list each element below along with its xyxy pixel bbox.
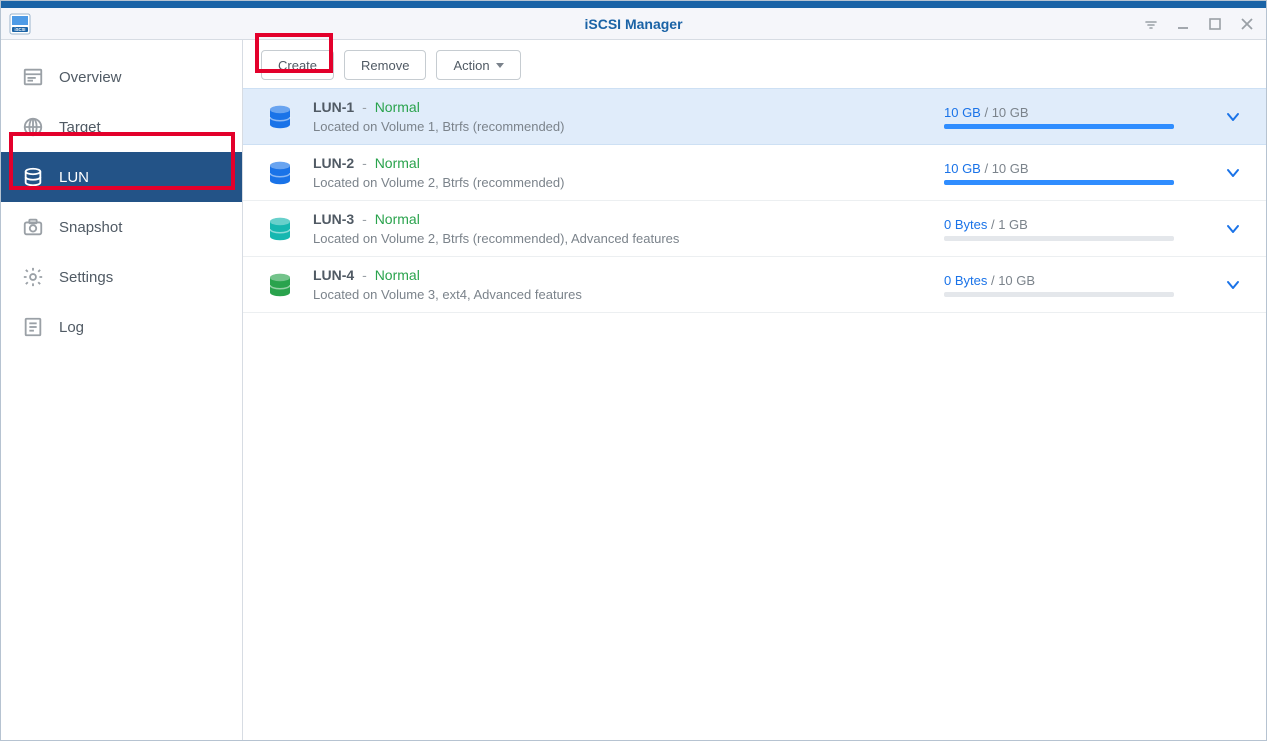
sidebar-item-label: Snapshot bbox=[59, 219, 122, 236]
lun-info: LUN-1 - Normal Located on Volume 1, Btrf… bbox=[313, 99, 926, 134]
lun-row[interactable]: LUN-4 - Normal Located on Volume 3, ext4… bbox=[243, 257, 1266, 313]
usage-progress bbox=[944, 292, 1174, 297]
lun-icon bbox=[21, 165, 45, 189]
usage-total: 10 GB bbox=[992, 161, 1029, 176]
sidebar: Overview Target LUN Snapshot bbox=[1, 40, 243, 740]
lun-location: Located on Volume 2, Btrfs (recommended)… bbox=[313, 231, 926, 246]
snapshot-icon bbox=[21, 215, 45, 239]
lun-name: LUN-4 bbox=[313, 267, 354, 283]
lun-row[interactable]: LUN-1 - Normal Located on Volume 1, Btrf… bbox=[243, 88, 1266, 145]
lun-info: LUN-4 - Normal Located on Volume 3, ext4… bbox=[313, 267, 926, 302]
lun-name: LUN-1 bbox=[313, 99, 354, 115]
lun-usage: 0 Bytes / 1 GB bbox=[944, 217, 1204, 241]
usage-progress-bar bbox=[944, 124, 1174, 129]
sidebar-item-snapshot[interactable]: Snapshot bbox=[1, 202, 242, 252]
usage-used: 10 GB bbox=[944, 105, 981, 120]
sidebar-item-log[interactable]: Log bbox=[1, 302, 242, 352]
lun-info: LUN-3 - Normal Located on Volume 2, Btrf… bbox=[313, 211, 926, 246]
usage-progress bbox=[944, 180, 1174, 185]
remove-button[interactable]: Remove bbox=[344, 50, 426, 80]
lun-row[interactable]: LUN-3 - Normal Located on Volume 2, Btrf… bbox=[243, 201, 1266, 257]
lun-list: LUN-1 - Normal Located on Volume 1, Btrf… bbox=[243, 88, 1266, 313]
toolbar: Create Remove Action bbox=[243, 40, 1266, 88]
target-icon bbox=[21, 115, 45, 139]
lun-status: Normal bbox=[375, 267, 420, 283]
lun-usage: 10 GB / 10 GB bbox=[944, 161, 1204, 185]
app-window: iSCSI iSCSI Manager Overvi bbox=[0, 0, 1267, 741]
app-icon: iSCSI bbox=[9, 13, 31, 35]
lun-row[interactable]: LUN-2 - Normal Located on Volume 2, Btrf… bbox=[243, 145, 1266, 201]
sidebar-item-settings[interactable]: Settings bbox=[1, 252, 242, 302]
lun-name: LUN-2 bbox=[313, 155, 354, 171]
lun-usage: 10 GB / 10 GB bbox=[944, 105, 1204, 129]
usage-used: 10 GB bbox=[944, 161, 981, 176]
expand-chevron-icon[interactable] bbox=[1222, 221, 1244, 237]
usage-total: 1 GB bbox=[998, 217, 1028, 232]
maximize-icon[interactable] bbox=[1202, 11, 1228, 37]
lun-info: LUN-2 - Normal Located on Volume 2, Btrf… bbox=[313, 155, 926, 190]
disk-icon bbox=[265, 214, 295, 244]
minimize-icon[interactable] bbox=[1170, 11, 1196, 37]
disk-icon bbox=[265, 158, 295, 188]
lun-location: Located on Volume 2, Btrfs (recommended) bbox=[313, 175, 926, 190]
usage-total: 10 GB bbox=[998, 273, 1035, 288]
lun-status: Normal bbox=[375, 211, 420, 227]
lun-location: Located on Volume 3, ext4, Advanced feat… bbox=[313, 287, 926, 302]
close-icon[interactable] bbox=[1234, 11, 1260, 37]
titlebar-strip bbox=[1, 1, 1266, 8]
usage-total: 10 GB bbox=[992, 105, 1029, 120]
disk-icon bbox=[265, 270, 295, 300]
window-controls bbox=[1138, 8, 1260, 40]
sidebar-item-overview[interactable]: Overview bbox=[1, 52, 242, 102]
action-button[interactable]: Action bbox=[436, 50, 520, 80]
sidebar-item-lun[interactable]: LUN bbox=[1, 152, 242, 202]
usage-progress bbox=[944, 236, 1174, 241]
sidebar-item-target[interactable]: Target bbox=[1, 102, 242, 152]
action-button-label: Action bbox=[453, 58, 489, 73]
window-header: iSCSI iSCSI Manager bbox=[1, 8, 1266, 40]
usage-progress-bar bbox=[944, 180, 1174, 185]
lun-location: Located on Volume 1, Btrfs (recommended) bbox=[313, 119, 926, 134]
sidebar-item-label: Target bbox=[59, 119, 101, 136]
main-content: Create Remove Action LUN-1 - Normal Loca… bbox=[243, 40, 1266, 740]
settings-icon bbox=[21, 265, 45, 289]
log-icon bbox=[21, 315, 45, 339]
lun-status: Normal bbox=[375, 155, 420, 171]
disk-icon bbox=[265, 102, 295, 132]
lun-name: LUN-3 bbox=[313, 211, 354, 227]
expand-chevron-icon[interactable] bbox=[1222, 109, 1244, 125]
app-title: iSCSI Manager bbox=[1, 16, 1266, 32]
usage-used: 0 Bytes bbox=[944, 217, 987, 232]
usage-progress bbox=[944, 124, 1174, 129]
help-icon[interactable] bbox=[1138, 11, 1164, 37]
sidebar-item-label: LUN bbox=[59, 169, 89, 186]
sidebar-item-label: Log bbox=[59, 319, 84, 336]
usage-used: 0 Bytes bbox=[944, 273, 987, 288]
overview-icon bbox=[21, 65, 45, 89]
caret-down-icon bbox=[496, 63, 504, 68]
sidebar-item-label: Overview bbox=[59, 69, 122, 86]
lun-status: Normal bbox=[375, 99, 420, 115]
create-button[interactable]: Create bbox=[261, 50, 334, 80]
sidebar-item-label: Settings bbox=[59, 269, 113, 286]
expand-chevron-icon[interactable] bbox=[1222, 277, 1244, 293]
lun-usage: 0 Bytes / 10 GB bbox=[944, 273, 1204, 297]
expand-chevron-icon[interactable] bbox=[1222, 165, 1244, 181]
svg-text:iSCSI: iSCSI bbox=[15, 27, 26, 32]
